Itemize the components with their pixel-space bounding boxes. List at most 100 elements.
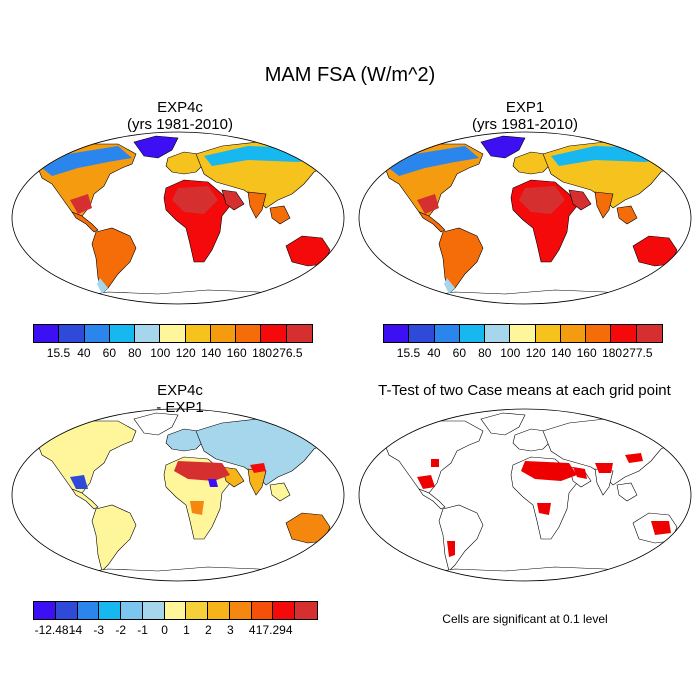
panel-title-diff: EXP4c - EXP1 <box>30 382 330 416</box>
colorbar-swatch <box>459 325 486 342</box>
colorbar-label: 80 <box>128 346 142 360</box>
sahara-positive <box>174 461 230 481</box>
pakistan-significant <box>595 463 613 473</box>
china-significant <box>625 453 643 463</box>
colorbar-label: 100 <box>500 346 521 360</box>
mexico-significant <box>417 475 435 489</box>
colorbar-swatch <box>286 325 312 342</box>
map-frame <box>358 408 692 582</box>
colorbar-boxes <box>33 324 313 343</box>
map-panel-diff <box>8 405 348 585</box>
panel-title-line2: - EXP1 <box>156 399 204 416</box>
world-map-exp4c <box>11 131 345 305</box>
colorbar-boxes <box>383 324 663 343</box>
sahara-high <box>519 186 565 214</box>
patagonia-low <box>444 278 455 294</box>
panel-title-exp1: EXP1 (yrs 1981-2010) <box>375 99 675 133</box>
landmass-seasia <box>616 482 638 502</box>
northern-low-band <box>42 146 132 176</box>
colorbar-label: 17.294 <box>255 623 293 637</box>
colorbar-label: 3 <box>226 623 234 637</box>
landmass-india <box>247 191 267 219</box>
colorbar-label: 15.5 <box>46 346 71 360</box>
colorbar-swatch <box>99 602 122 619</box>
landmass-seasia <box>269 205 291 225</box>
landmass-seasia <box>616 205 638 225</box>
mexico-high <box>70 194 92 214</box>
colorbar-label: 140 <box>201 346 222 360</box>
significance-note: Cells are significant at 0.1 level <box>442 612 608 626</box>
colorbar-swatch <box>510 325 536 342</box>
world-map-exp1 <box>358 131 692 305</box>
colorbar-swatch <box>164 602 187 619</box>
landmass-northamerica <box>37 420 137 494</box>
colorbar-swatch <box>135 325 161 342</box>
figure-title: MAM FSA (W/m^2) <box>264 64 436 86</box>
colorbar-label: 160 <box>226 346 247 360</box>
panel-title-line2: (yrs 1981-2010) <box>472 116 578 133</box>
landmass-arabia <box>568 189 592 211</box>
colorbar-label: 40 <box>77 346 91 360</box>
colorbar-label: 100 <box>150 346 171 360</box>
world-map-ttest <box>358 408 692 582</box>
pakistan-positive <box>250 463 266 473</box>
panel-title-line1: EXP1 <box>505 99 545 116</box>
map-frame <box>11 408 345 582</box>
map-panel-ttest <box>355 405 695 585</box>
colorbar-exp4c: 15.5 40 60 80 100 120 140 160 180 276.5 <box>33 324 313 364</box>
landmass-southamerica <box>438 227 484 295</box>
landmass-greenland <box>133 412 179 436</box>
colorbar-exp1: 15.5 40 60 80 100 120 140 160 180 277.5 <box>383 324 663 364</box>
colorbar-swatch <box>611 325 637 342</box>
colorbar-label: 120 <box>525 346 546 360</box>
colorbar-label: 60 <box>452 346 467 360</box>
colorbar-diff: -12.481 -4 -3 -2 -1 0 1 2 3 4 17.294 <box>33 601 318 641</box>
world-map-diff <box>11 408 345 582</box>
map-panel-exp4c <box>8 128 348 308</box>
map-land-group <box>384 412 678 581</box>
panel-title-ttest: T-Test of two Case means at each grid po… <box>352 382 697 399</box>
panel-title-line1: EXP4c <box>157 382 203 399</box>
colorbar-swatch <box>160 325 186 342</box>
panel-title-exp4c: EXP4c (yrs 1981-2010) <box>30 99 330 133</box>
southern-africa-significant <box>537 503 551 515</box>
panel-title-line1: T-Test of two Case means at each grid po… <box>378 382 671 399</box>
colorbar-swatch <box>77 602 100 619</box>
landmass-greenland <box>133 135 179 159</box>
colorbar-swatch <box>109 325 136 342</box>
sahara-significant <box>521 461 577 481</box>
map-land-group <box>384 135 678 304</box>
map-panel-exp1 <box>355 128 695 308</box>
colorbar-label: 140 <box>551 346 572 360</box>
landmass-centralamerica <box>71 211 99 233</box>
colorbar-label: 1 <box>183 623 190 637</box>
colorbar-swatch <box>121 602 143 619</box>
mexico-high <box>417 194 439 214</box>
colorbar-swatch <box>384 325 410 342</box>
colorbar-swatch <box>185 325 211 342</box>
landmass-europe <box>165 151 205 175</box>
colorbar-label: 40 <box>427 346 441 360</box>
map-frame <box>11 131 345 305</box>
map-land-group <box>37 135 331 304</box>
mexico-negative <box>70 475 88 489</box>
colorbar-label: 4 <box>248 623 256 637</box>
colorbar-swatch <box>55 602 78 619</box>
colorbar-swatch <box>636 325 662 342</box>
colorbar-label: 277.5 <box>622 346 653 360</box>
colorbar-label: 276.5 <box>272 346 303 360</box>
colorbar-label: -12.481 <box>34 623 76 637</box>
panel-title-line1: EXP4c <box>157 99 203 116</box>
landmass-seasia <box>269 482 291 502</box>
landmass-australia <box>285 512 331 544</box>
colorbar-label: 180 <box>602 346 623 360</box>
landmass-centralamerica <box>418 211 446 233</box>
colorbar-label: -4 <box>71 623 83 637</box>
colorbar-label: 120 <box>175 346 196 360</box>
landmass-europe <box>512 428 552 452</box>
colorbar-label: 80 <box>478 346 492 360</box>
colorbar-label: -3 <box>93 623 105 637</box>
colorbar-swatch <box>434 325 460 342</box>
landmass-centralamerica <box>418 488 446 510</box>
colorbar-label: 15.5 <box>396 346 421 360</box>
